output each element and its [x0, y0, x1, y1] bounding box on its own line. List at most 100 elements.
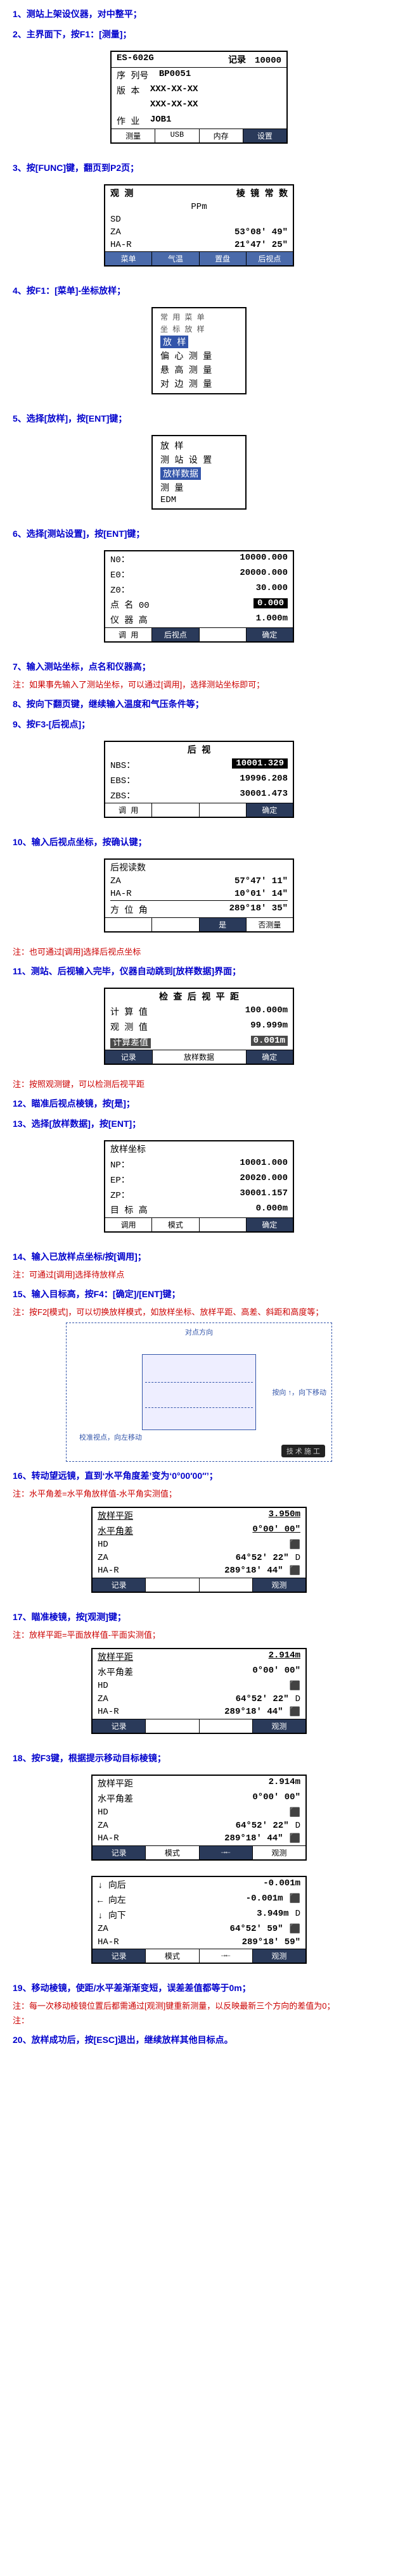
- tab-record[interactable]: 记录: [105, 1050, 153, 1064]
- value: 20000.000: [130, 568, 288, 581]
- step-heading: 3、按[FUNC]键，翻页到P2页；: [13, 161, 385, 174]
- menu-item[interactable]: 偏 心 测 量: [160, 349, 238, 363]
- input-highlight[interactable]: 10001.329: [232, 758, 288, 769]
- tab-observe[interactable]: 观测: [253, 1846, 305, 1859]
- diagram-label-bottom: 校准视点，向左移动: [79, 1432, 142, 1442]
- step-heading: 18、按F3键，根据提示移动目标棱镜；: [13, 1752, 385, 1764]
- label-highlight: 计算差值: [110, 1038, 151, 1048]
- tab-observe[interactable]: 观测: [253, 1578, 305, 1592]
- value: 64°52′ 22″: [108, 1694, 289, 1704]
- label: E0：: [110, 568, 130, 581]
- tab-backsight[interactable]: 后视点: [152, 628, 199, 641]
- tab-blank: [105, 918, 152, 931]
- tab-arrows[interactable]: →←: [200, 1949, 253, 1963]
- value: 30001.473: [135, 789, 288, 801]
- tab-confirm[interactable]: 确定: [247, 1050, 293, 1064]
- tab-blank: [200, 803, 247, 817]
- value: -0.001m: [126, 1894, 283, 1906]
- mini-screen: [142, 1354, 256, 1430]
- menu-title: 放 样: [160, 439, 238, 453]
- screen-title: 检 查 后 视 平 距: [159, 990, 239, 1003]
- tab-arrows[interactable]: →←: [200, 1846, 253, 1859]
- tab-observe[interactable]: 观测: [253, 1719, 305, 1733]
- label: 方 位 角: [110, 903, 148, 916]
- label: HD: [98, 1807, 108, 1818]
- tab-confirm[interactable]: 确定: [247, 628, 293, 641]
- label: 序 列号: [117, 69, 148, 82]
- value: XXX-XX-XX: [150, 99, 281, 112]
- device-screen: ↓ 向后-0.001m ← 向左-0.001m⬛ ↓ 向下3.949mD ZA6…: [91, 1876, 307, 1964]
- tab-confirm[interactable]: 确定: [247, 803, 293, 817]
- tab-record[interactable]: 记录: [93, 1719, 146, 1733]
- menu-item[interactable]: 悬 高 测 量: [160, 363, 238, 377]
- step-heading: 17、瞄准棱镜，按[观测]键；: [13, 1611, 385, 1623]
- device-screen: 后 视 NBS：10001.329 EBS：19996.208 ZBS：3000…: [104, 741, 294, 818]
- watermark: 技 术 施 工: [281, 1445, 325, 1457]
- tab-recall[interactable]: 调 用: [105, 803, 152, 817]
- value: 0.000m: [148, 1203, 288, 1216]
- input-highlight[interactable]: 0.000: [254, 598, 288, 608]
- value: 289°18′ 59″: [119, 1937, 300, 1947]
- tab-observe[interactable]: 观测: [253, 1949, 305, 1963]
- value: 2.914m: [133, 1650, 300, 1663]
- tab-blank: [146, 1578, 199, 1592]
- tab-mode[interactable]: 模式: [146, 1949, 199, 1963]
- tab-memory[interactable]: 内存: [200, 129, 243, 142]
- screen-title: 放样坐标: [110, 1143, 146, 1155]
- tab-blank: [152, 803, 199, 817]
- menu-item-selected[interactable]: 放 样: [160, 336, 188, 348]
- value: 30001.157: [130, 1188, 288, 1201]
- menu-item-selected[interactable]: 放样数据: [160, 467, 201, 480]
- label: HA-R: [98, 1566, 119, 1576]
- menu-item[interactable]: 测 站 设 置: [160, 453, 238, 467]
- tab-settings[interactable]: 设置: [243, 129, 286, 142]
- value: 3.949m: [126, 1909, 289, 1921]
- tab-record[interactable]: 记录: [93, 1949, 146, 1963]
- tab-measure[interactable]: 测量: [112, 129, 155, 142]
- step-heading: 5、选择[放样]，按[ENT]键；: [13, 412, 385, 425]
- value: 0°00′ 00″: [133, 1666, 300, 1678]
- note-text: 注：放样平距=平面放样值-平面实测值；: [13, 1628, 385, 1640]
- tab-menu[interactable]: 菜单: [105, 252, 152, 265]
- value: 0°00′ 00″: [133, 1792, 300, 1805]
- tab-blank: [152, 918, 199, 931]
- menu-item[interactable]: EDM: [160, 494, 238, 506]
- tab-record[interactable]: 记录: [93, 1578, 146, 1592]
- tab-stakeout-data[interactable]: 放样数据: [153, 1050, 247, 1064]
- label: ← 向左: [98, 1894, 126, 1906]
- device-screen: 放样平距2.914m 水平角差0°00′ 00″ HD⬛ ZA64°52′ 22…: [91, 1648, 307, 1734]
- label: ZA: [110, 876, 121, 886]
- unit-label: PPm: [191, 202, 207, 212]
- menu-item[interactable]: 测 量: [160, 481, 238, 494]
- value: 2.914m: [133, 1777, 300, 1790]
- menu-item[interactable]: 坐 标 放 样: [160, 323, 238, 335]
- label: HA-R: [110, 889, 132, 899]
- tab-setdial[interactable]: 置盘: [200, 252, 247, 265]
- tab-recall[interactable]: 调 用: [105, 628, 152, 641]
- tab-no-measure[interactable]: 否测量: [247, 918, 293, 931]
- diagram-label-right: 按向 ↑，向下移动: [272, 1387, 326, 1397]
- value: 30.000: [130, 583, 288, 596]
- value-highlight: 0.001m: [251, 1036, 288, 1046]
- step-heading: 12、瞄准后视点棱镜，按[是]；: [13, 1097, 385, 1110]
- device-screen: 检 查 后 视 平 距 计 算 值100.000m 观 测 值99.999m 计…: [104, 988, 294, 1065]
- tab-yes[interactable]: 是: [200, 918, 247, 931]
- tab-temp[interactable]: 气温: [152, 252, 199, 265]
- tab-recall[interactable]: 调用: [105, 1218, 152, 1231]
- tab-usb[interactable]: USB: [155, 129, 199, 142]
- tab-mode[interactable]: 模式: [152, 1218, 199, 1231]
- label: N0：: [110, 553, 130, 565]
- menu-item[interactable]: 对 边 测 量: [160, 377, 238, 391]
- tab-record[interactable]: 记录: [93, 1846, 146, 1859]
- step-heading: 19、移动棱镜，使距/水平差渐渐变短，误差差值都等于0m；: [13, 1982, 385, 1994]
- tab-confirm[interactable]: 确定: [247, 1218, 293, 1231]
- label: 放样平距: [98, 1777, 133, 1790]
- value: 1.000m: [148, 613, 288, 626]
- note-text: 注：每一次移动棱镜位置后都需通过[观测]键重新测量，以反映最新三个方向的差值为0…: [13, 1999, 385, 2011]
- tab-backsight[interactable]: 后视点: [247, 252, 293, 265]
- menu-screen: 放 样 测 站 设 置 放样数据 测 量 EDM: [151, 435, 247, 510]
- tab-mode[interactable]: 模式: [146, 1846, 199, 1859]
- step-heading: 2、主界面下，按F1：[测量]；: [13, 28, 385, 41]
- device-screen: 放样平距3.950m 水平角差0°00′ 00″ HD⬛ ZA64°52′ 22…: [91, 1507, 307, 1593]
- label: NBS：: [110, 758, 135, 771]
